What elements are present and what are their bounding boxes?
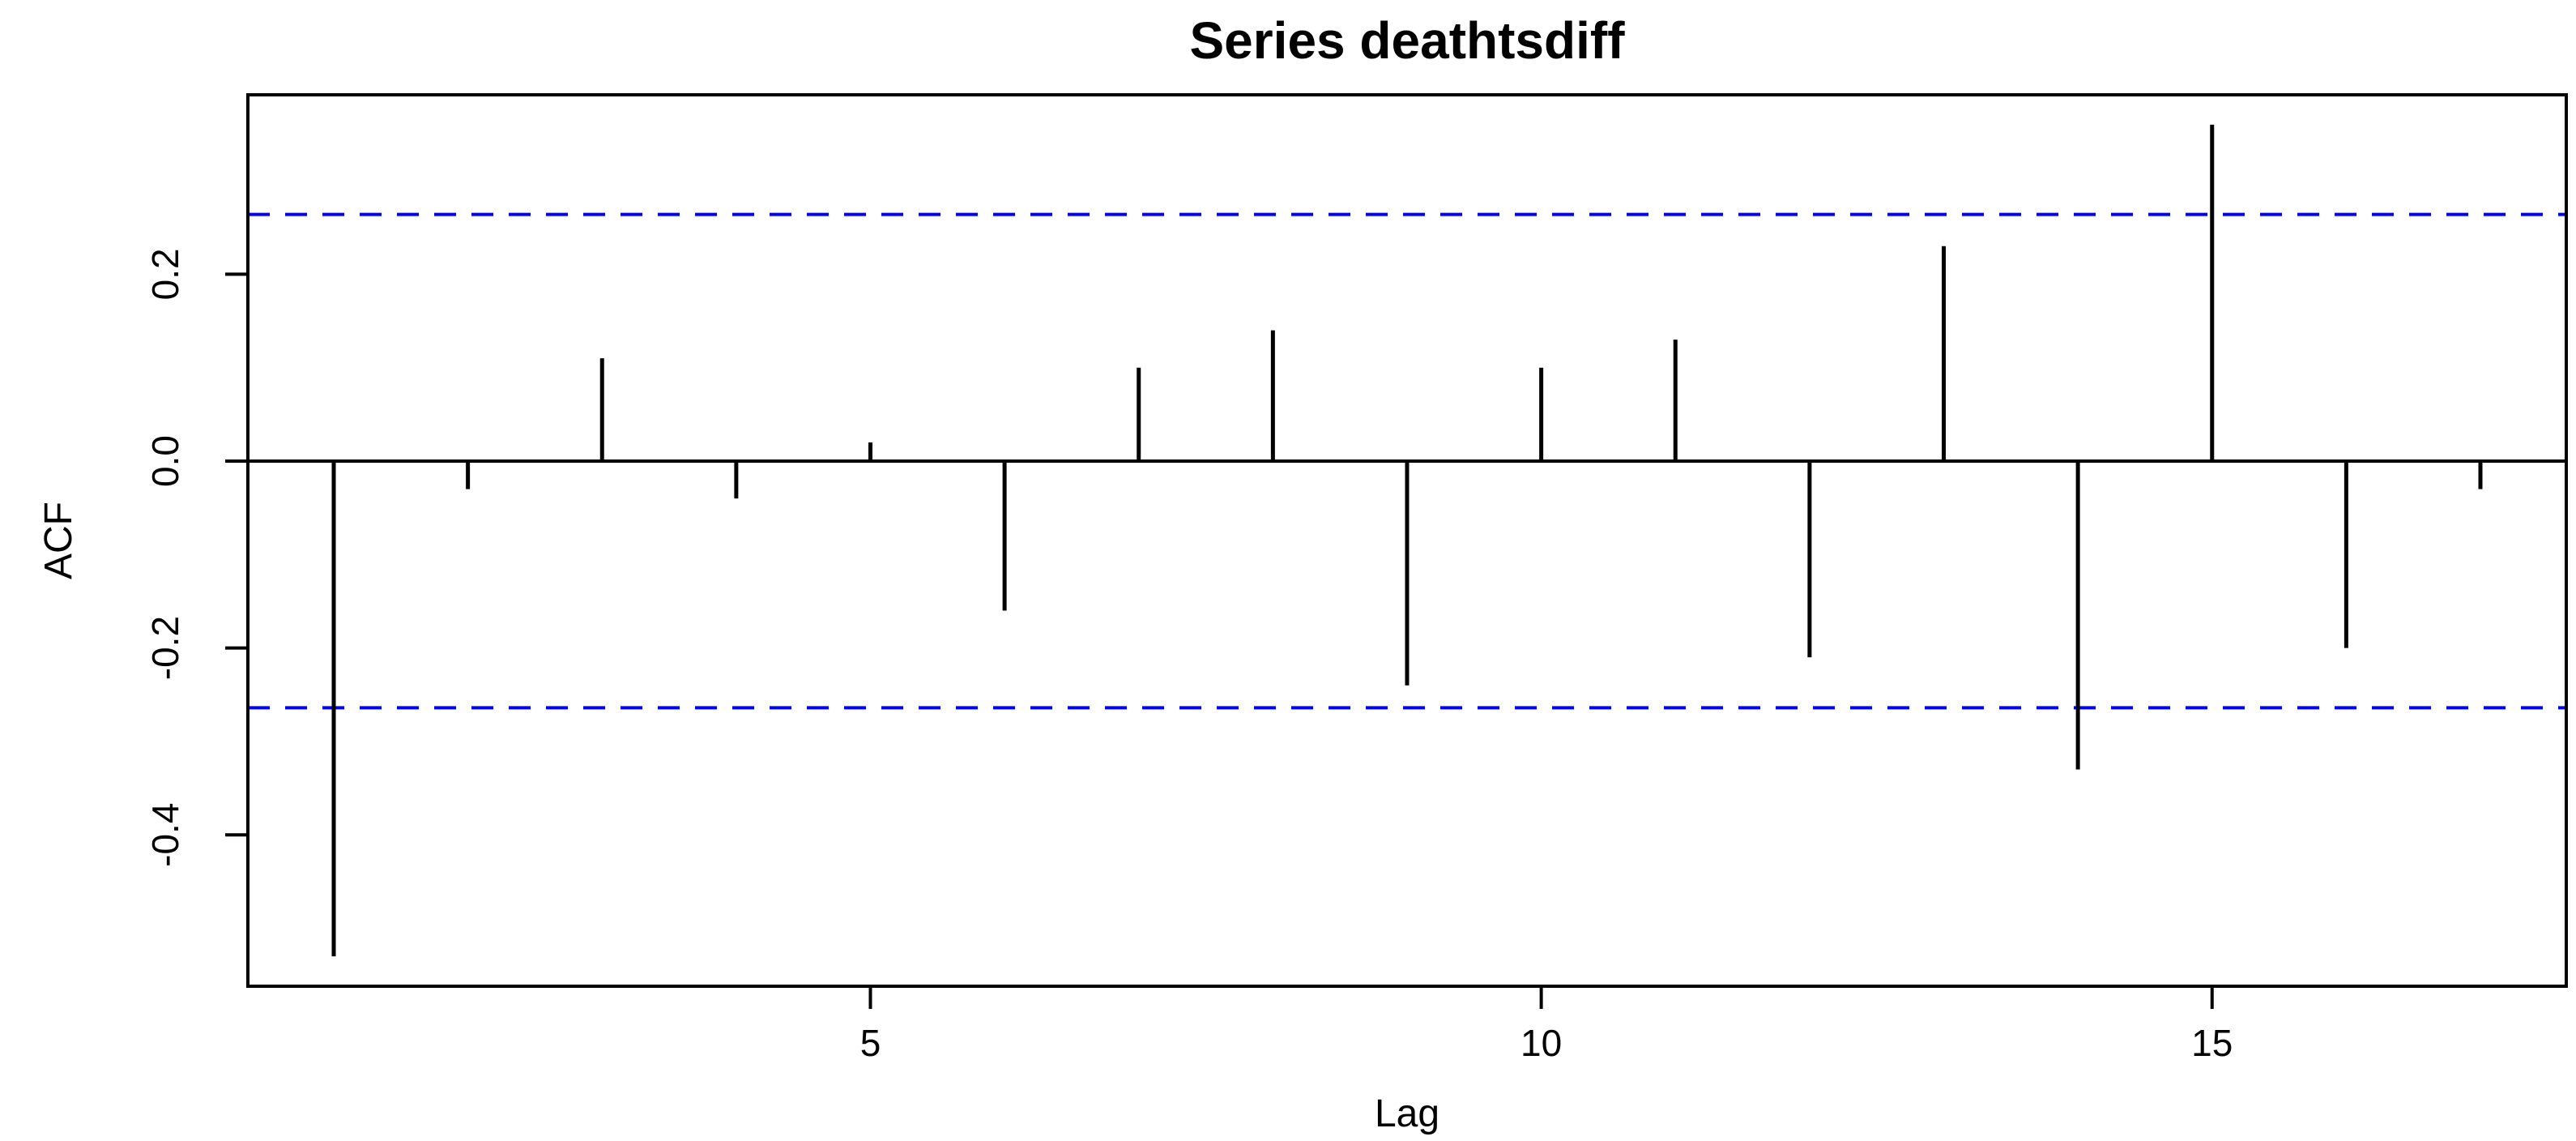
y-tick-label-0.0: 0.0 xyxy=(144,435,186,487)
x-axis-label: Lag xyxy=(1375,1092,1439,1135)
y-axis-label: ACF xyxy=(37,502,80,579)
x-tick-label-5: 5 xyxy=(860,1022,881,1064)
plot-area: 5 10 15 0.2 0.0 -0.2 -0.4 xyxy=(144,93,2568,1064)
x-tick-label-15: 15 xyxy=(2191,1022,2233,1064)
y-tick-label--0.2: -0.2 xyxy=(144,616,186,680)
y-tick-label--0.4: -0.4 xyxy=(144,803,186,867)
x-tick-label-10: 10 xyxy=(1520,1022,1562,1064)
chart-title: Series deathtsdiff xyxy=(1189,11,1625,70)
y-tick-label-0.2: 0.2 xyxy=(144,248,186,300)
plot-border xyxy=(246,93,2568,988)
